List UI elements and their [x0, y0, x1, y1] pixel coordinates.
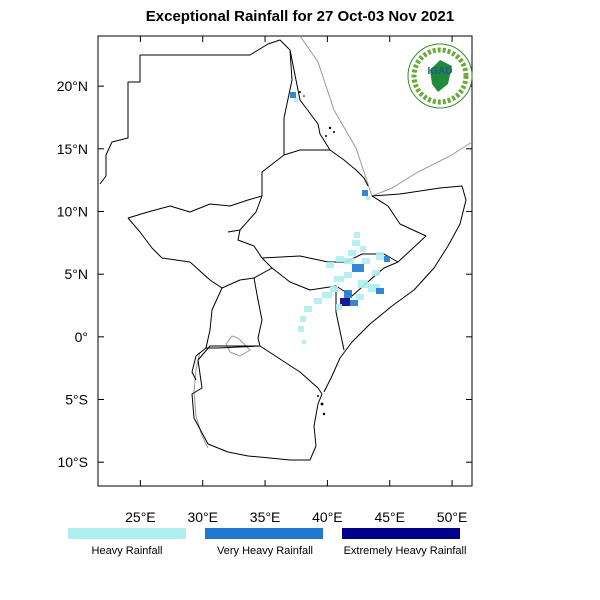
lat-tick-label: 5°S: [65, 392, 88, 408]
rainfall-cell: [344, 272, 352, 278]
legend-swatch-extremely-heavy: [342, 528, 460, 539]
axis-ticks: 20°N 15°N 10°N 5°N 0° 5°S 10°S 25°E 30°E 35°E 40°E…: [57, 36, 472, 525]
rainfall-cell: [376, 252, 384, 260]
rainfall-cell: [368, 284, 380, 292]
rainfall-cell: [356, 294, 364, 300]
lon-tick-label: 50°E: [437, 509, 468, 525]
rainfall-cell: [354, 232, 360, 238]
rainfall-cell: [314, 298, 322, 304]
rainfall-cell: [358, 280, 368, 288]
lat-tick-label: 0°: [75, 329, 88, 345]
rainfall-cell: [366, 196, 370, 200]
rainfall-cell: [340, 298, 350, 306]
legend-swatch-very-heavy: [205, 528, 323, 539]
rainfall-cell: [300, 316, 306, 322]
rainfall-cell: [362, 190, 368, 196]
rainfall-cell: [344, 258, 354, 264]
rainfall-cell: [384, 256, 390, 262]
rainfall-cell: [376, 288, 384, 294]
lon-tick-label: 25°E: [125, 509, 156, 525]
legend-swatch-heavy: [68, 528, 186, 539]
rainfall-cell: [348, 250, 356, 256]
rainfall-cell: [344, 290, 352, 298]
rainfall-cell: [298, 326, 304, 332]
grey-boundaries: [193, 35, 473, 449]
logo-text: IGAD: [428, 66, 453, 77]
rainfall-cell: [360, 246, 366, 252]
lat-tick-label: 15°N: [57, 141, 88, 157]
rainfall-cell: [352, 264, 364, 272]
rainfall-cell: [336, 256, 344, 262]
lat-tick-label: 10°N: [57, 203, 88, 219]
lat-tick-label: 5°N: [65, 266, 89, 282]
igad-logo-icon: IGAD: [407, 43, 473, 109]
legend-label-heavy: Heavy Rainfall: [91, 545, 163, 557]
lon-tick-label: 35°E: [250, 509, 281, 525]
rainfall-cell: [304, 306, 312, 312]
rainfall-cell: [334, 276, 344, 282]
rainfall-cell: [322, 292, 332, 298]
country-boundaries: [99, 39, 467, 461]
rainfall-cell: [302, 340, 306, 344]
lon-tick-label: 40°E: [312, 509, 343, 525]
map-title: Exceptional Rainfall for 27 Oct-03 Nov 2…: [145, 8, 455, 25]
rainfall-areas: [290, 92, 390, 344]
legend-label-very-heavy: Very Heavy Rainfall: [217, 545, 313, 557]
map-frame: [97, 35, 473, 487]
rainfall-cell: [352, 240, 360, 246]
rainfall-cell: [330, 286, 338, 292]
legend-label-extremely-heavy: Extremely Heavy Rainfall: [343, 545, 467, 557]
rainfall-cell: [326, 262, 334, 268]
lat-tick-label: 20°N: [57, 78, 88, 94]
lon-tick-label: 30°E: [187, 509, 218, 525]
lon-tick-label: 45°E: [374, 509, 405, 525]
rainfall-cell: [372, 270, 380, 276]
rainfall-cell: [290, 92, 296, 98]
rainfall-cell: [294, 98, 298, 102]
rainfall-cell: [336, 304, 342, 310]
islands: [299, 91, 335, 416]
rainfall-cell: [350, 300, 358, 306]
rainfall-cell: [362, 258, 370, 264]
lat-tick-label: 10°S: [57, 454, 88, 470]
